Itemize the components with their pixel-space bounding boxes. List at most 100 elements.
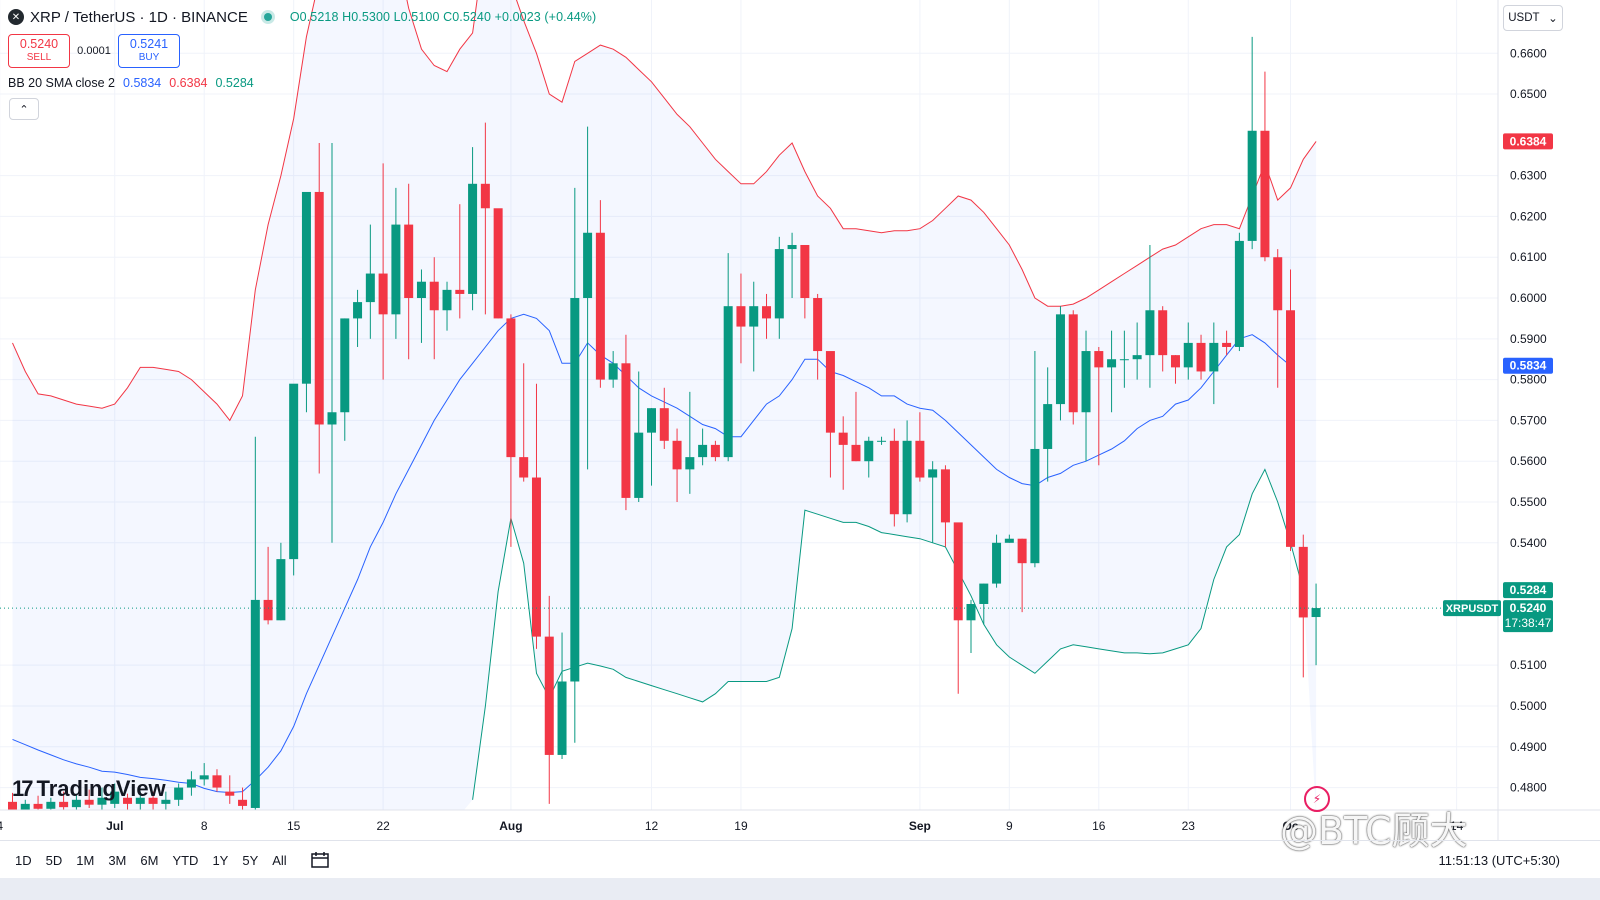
sell-button[interactable]: 0.5240 SELL <box>8 34 70 68</box>
candle <box>1183 322 1193 380</box>
candle-body <box>621 363 631 498</box>
candle-body <box>1158 310 1168 356</box>
range-all-button[interactable]: All <box>272 852 287 868</box>
basis-price-tag: 0.5834 <box>1503 357 1553 374</box>
candle-body <box>212 775 222 788</box>
upper-price-tag-bg <box>1503 133 1553 150</box>
candle <box>647 408 656 486</box>
candle-body <box>1311 608 1321 618</box>
candle <box>736 273 746 364</box>
upper-price-tag-text: 0.6384 <box>1510 134 1547 148</box>
candle-body <box>774 249 784 319</box>
last-price-tag-text: 0.5240 <box>1510 601 1547 615</box>
currency-selector[interactable]: USDT ⌄ <box>1503 5 1563 31</box>
tradingview-logo[interactable]: 17 TradingView <box>12 776 166 802</box>
candle-body <box>391 224 401 315</box>
candle <box>455 204 465 319</box>
timezone-clock[interactable]: 11:51:13 (UTC+5:30) <box>1438 852 1560 868</box>
range-1d-button[interactable]: 1D <box>15 852 32 868</box>
candle <box>353 289 363 347</box>
candle <box>1145 244 1155 388</box>
page-bottom-strip <box>0 878 1600 900</box>
candle <box>1311 583 1321 666</box>
x-tick-label: 14 <box>1450 819 1464 833</box>
candle-body <box>1132 355 1142 360</box>
candle-body <box>1004 538 1014 543</box>
candle <box>301 191 311 413</box>
candle <box>327 143 337 543</box>
candle <box>710 440 720 462</box>
candle <box>1119 330 1129 388</box>
candle <box>1017 538 1027 613</box>
candle <box>1055 306 1065 421</box>
candle-body <box>20 803 30 810</box>
candle-body <box>365 273 375 303</box>
candle-body <box>404 224 414 299</box>
market-open-dot-icon <box>263 13 272 21</box>
range-6m-button[interactable]: 6M <box>140 852 159 868</box>
indicator-legend[interactable]: BB 20 SMA close 2 0.5834 0.6384 0.5284 <box>8 76 254 90</box>
candle <box>723 253 733 462</box>
indicator-lower-value: 0.5284 <box>215 76 254 90</box>
candle-body <box>1260 130 1270 258</box>
range-5d-button[interactable]: 5D <box>45 852 63 868</box>
candles <box>8 36 1321 810</box>
indicator-name: BB 20 SMA close 2 <box>8 76 116 90</box>
time-axis[interactable]: 4 Jul 8 15 22 Aug 12 19 Sep 9 16 23 Oc 14 <box>0 809 1600 833</box>
calendar-goto-icon[interactable] <box>310 851 330 869</box>
y-tick-label: 0.4900 <box>1510 740 1547 754</box>
candle <box>557 632 567 760</box>
xrp-logo-icon: ✕ <box>8 9 24 25</box>
candle-body <box>851 444 861 462</box>
buy-button[interactable]: 0.5241 BUY <box>118 34 180 68</box>
range-3m-button[interactable]: 3M <box>108 852 127 868</box>
candle <box>46 797 56 810</box>
candle <box>174 783 184 806</box>
range-5y-button[interactable]: 5Y <box>242 852 259 868</box>
symbol-price-tag: XRPUSDT <box>1443 600 1501 617</box>
candle-body <box>455 289 465 294</box>
candle <box>1209 322 1219 405</box>
candle-body <box>1222 342 1232 347</box>
candle-body <box>416 281 426 299</box>
price-chart[interactable]: 0.6600 0.6500 0.6300 0.6200 0.6100 0.6000 0.59… <box>0 0 1600 840</box>
candle-body <box>123 797 133 804</box>
chart-header: ✕ XRP / TetherUS · 1D · BINANCE O0.5218 … <box>8 6 596 28</box>
candle <box>877 436 887 445</box>
candle-body <box>429 281 439 311</box>
candle <box>212 769 222 792</box>
range-ytd-button[interactable]: YTD <box>172 852 199 868</box>
candle <box>519 363 529 482</box>
range-1m-button[interactable]: 1M <box>76 852 95 868</box>
candle <box>1068 310 1078 425</box>
candle <box>199 763 209 786</box>
candle <box>813 293 823 380</box>
candle <box>1234 232 1244 352</box>
candle <box>544 595 554 804</box>
candle-body <box>877 440 887 442</box>
candle-body <box>1107 359 1117 368</box>
basis-price-tag-bg <box>1503 357 1553 374</box>
candle <box>8 792 17 810</box>
candle-body <box>1030 448 1040 564</box>
candle-body <box>1273 257 1283 311</box>
indicator-upper-value: 0.6384 <box>169 76 208 90</box>
price-axis[interactable]: 0.6600 0.6500 0.6300 0.6200 0.6100 0.6000 0.59… <box>1497 0 1547 840</box>
symbol-title[interactable]: XRP / TetherUS · 1D · BINANCE <box>30 8 248 26</box>
candle-body <box>97 797 107 805</box>
candle-body <box>353 302 363 319</box>
candle <box>250 436 260 810</box>
candle <box>442 281 452 331</box>
candle-body <box>135 797 145 804</box>
candle-body <box>1094 351 1104 368</box>
candle <box>595 200 605 388</box>
candle-body <box>698 444 708 458</box>
candle <box>506 314 516 547</box>
candle-body <box>864 440 874 462</box>
range-1y-button[interactable]: 1Y <box>212 852 229 868</box>
y-tick-label: 0.6600 <box>1510 46 1547 60</box>
candle <box>1132 322 1142 380</box>
candle <box>263 546 273 625</box>
collapse-legend-button[interactable]: ⌃ <box>9 98 39 120</box>
candle <box>289 383 299 576</box>
